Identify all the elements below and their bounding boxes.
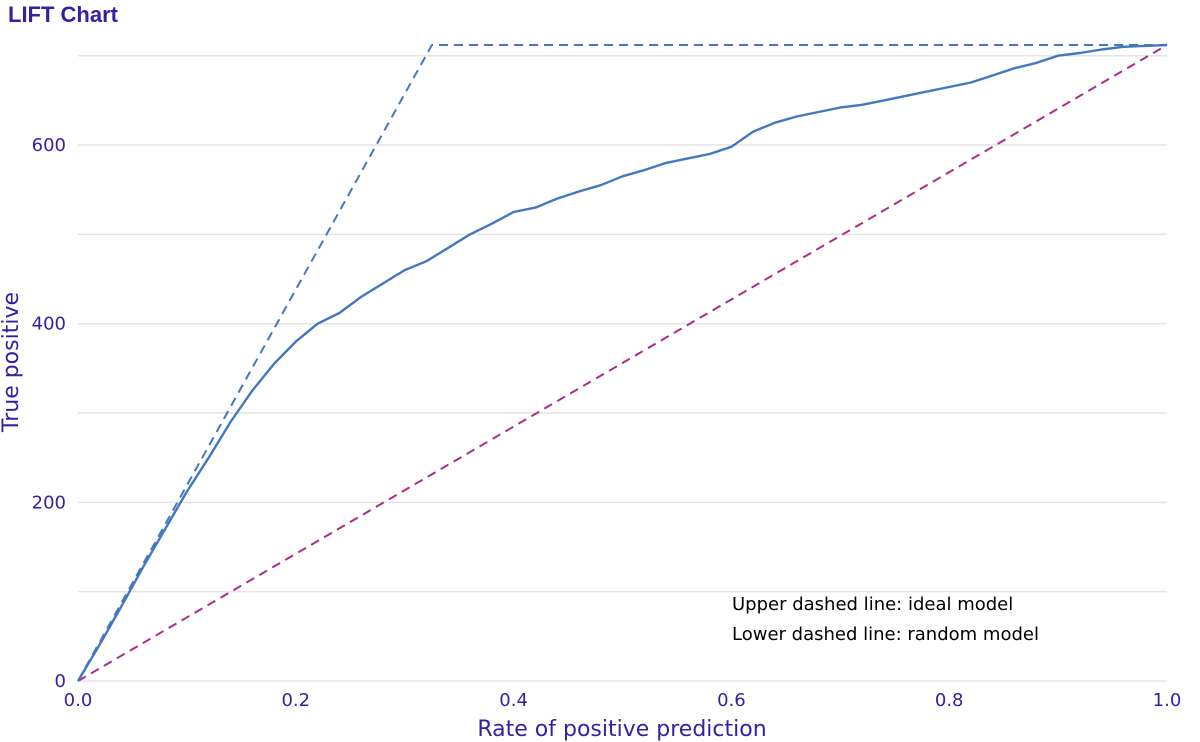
x-tick-label: 0.6 — [717, 690, 746, 711]
series-line-random-model — [77, 44, 1168, 682]
y-tick-label: 400 — [32, 314, 66, 335]
x-tick-label: 0.0 — [64, 690, 93, 711]
series-lines — [76, 43, 1168, 682]
y-tick-label: 600 — [32, 135, 66, 156]
annotation-random-model: Lower dashed line: random model — [732, 624, 1039, 645]
x-tick-label: 0.8 — [935, 690, 964, 711]
y-tick-label: 0 — [55, 671, 66, 692]
x-tick-label: 0.2 — [281, 690, 310, 711]
tick-labels: 0 200 400 600 0.0 0.2 0.4 0.6 0.8 1.0 — [32, 135, 1182, 711]
grid-lines — [78, 54, 1167, 682]
x-axis-title: Rate of positive prediction — [477, 717, 766, 742]
y-axis-title: True positive — [0, 292, 24, 433]
annotation-ideal-model: Upper dashed line: ideal model — [732, 594, 1013, 615]
x-tick-label: 0.4 — [499, 690, 528, 711]
series-line-ideal-model — [77, 44, 1167, 682]
series-line-model — [76, 43, 1168, 682]
chart-title: LIFT Chart — [8, 2, 118, 27]
y-tick-label: 200 — [32, 492, 66, 513]
x-tick-label: 1.0 — [1153, 690, 1182, 711]
